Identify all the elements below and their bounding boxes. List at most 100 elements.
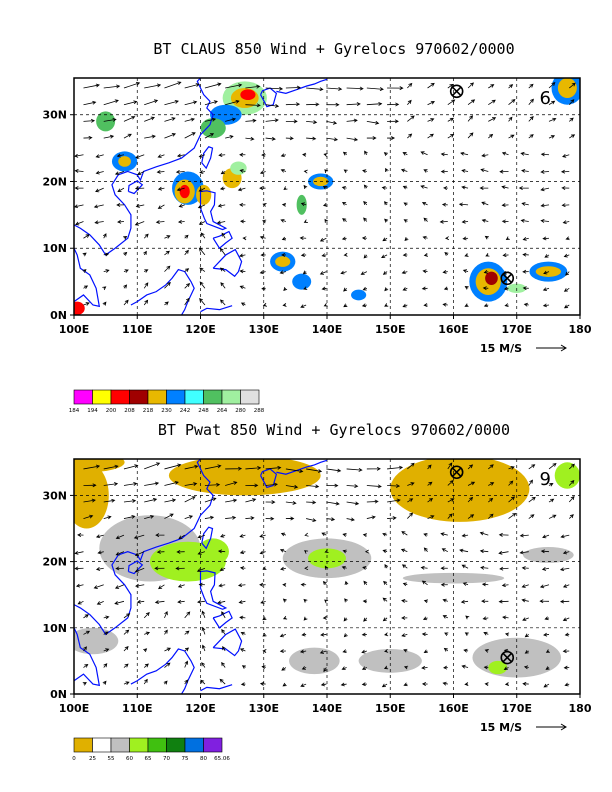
lat-tick-label: 10N [42, 242, 67, 255]
coastline [201, 146, 214, 170]
wind-arrow [528, 116, 534, 122]
wind-arrow [83, 464, 101, 470]
shaded-region [485, 271, 498, 285]
shaded-region [289, 647, 340, 675]
wind-arrow [156, 169, 165, 174]
wind-arrow [225, 83, 243, 89]
wind-arrow [540, 549, 550, 554]
wind-arrow [204, 497, 217, 503]
lon-tick-label: 140E [312, 323, 342, 336]
wind-arrow [82, 682, 87, 686]
wind-arrow [117, 187, 125, 192]
lon-tick-label: 130E [249, 323, 279, 336]
wind-arrow [219, 267, 226, 272]
wind-arrow [441, 548, 448, 553]
wind-arrow [300, 683, 307, 687]
wind-arrow [184, 660, 189, 668]
coastline [127, 560, 144, 575]
wind-arrow [321, 253, 327, 258]
wind-arrow [117, 219, 125, 224]
wind-arrow [444, 252, 449, 256]
wind-arrow [346, 484, 359, 489]
wind-arrow [204, 464, 222, 470]
wind-arrow [488, 117, 497, 122]
wind-arrow [239, 152, 246, 157]
wind-arrow [83, 514, 94, 519]
wind-arrow [103, 663, 108, 668]
wind-arrow [144, 134, 156, 139]
wind-arrow [155, 220, 165, 224]
wind-arrow [262, 566, 267, 571]
wind-arrow [463, 648, 469, 653]
colorbar-swatch [184, 389, 204, 405]
wind-arrow [136, 599, 145, 604]
wind-arrow [523, 665, 529, 670]
wind-arrow [198, 221, 206, 225]
wind-arrow [483, 631, 489, 636]
wind-arrow [143, 233, 149, 239]
wind-arrow [219, 186, 226, 191]
wind-arrow [221, 611, 226, 619]
wind-arrow [93, 204, 104, 209]
wind-arrow [381, 254, 388, 259]
wind-arrow [505, 236, 510, 241]
wind-arrow [239, 550, 246, 555]
wind-arrow [402, 253, 408, 257]
shaded-region [296, 194, 307, 215]
lon-tick-label: 180 [569, 323, 592, 336]
wind-arrow [460, 599, 469, 604]
wind-arrow [261, 286, 266, 291]
wind-arrow [143, 648, 148, 653]
wind-arrow [427, 118, 435, 122]
wind-arrow [519, 533, 529, 538]
wind-arrow [302, 152, 307, 157]
coastline [130, 648, 195, 694]
wind-arrow [340, 682, 347, 687]
wind-arrow [363, 254, 368, 259]
scale-label: 15 M/S [480, 721, 522, 734]
wind-arrow [464, 286, 469, 290]
wind-arrow [134, 551, 145, 557]
wind-arrow [484, 649, 489, 653]
wind-arrow [542, 303, 550, 308]
colorbar-label: 25 [89, 756, 96, 762]
wind-arrow [383, 152, 388, 156]
wind-arrow [83, 498, 96, 503]
wind-arrow [123, 645, 129, 652]
colorbar-swatch [240, 389, 260, 405]
colorbar-label: 264 [217, 408, 228, 414]
colorbar-swatch [166, 737, 186, 753]
wind-arrow [184, 268, 190, 272]
wind-arrow [383, 580, 388, 586]
wind-arrow [420, 151, 428, 156]
wind-arrow [440, 566, 448, 571]
wind-arrow [427, 82, 435, 89]
wind-arrow [184, 647, 190, 652]
wind-arrow [518, 186, 529, 190]
wind-arrow [239, 219, 246, 224]
wind-arrow [103, 515, 112, 520]
wind-arrow [346, 118, 358, 123]
wind-arrow [285, 119, 298, 124]
wind-arrow [444, 236, 450, 241]
wind-arrow [346, 501, 360, 506]
wind-arrow [447, 117, 454, 122]
wind-arrow [524, 649, 529, 654]
wind-arrow [300, 202, 307, 207]
wind-arrow [464, 682, 469, 687]
wind-arrow [199, 267, 206, 272]
wind-arrow [402, 303, 408, 308]
wind-arrow [306, 468, 323, 473]
lon-tick-label: 150E [375, 323, 405, 336]
wind-arrow [488, 99, 496, 106]
wind-arrow [521, 566, 529, 570]
wind-arrow [488, 513, 494, 519]
wind-arrow [143, 299, 149, 306]
colorbar-label: 0 [72, 756, 76, 762]
wind-arrow [262, 302, 267, 307]
wind-arrow [176, 153, 185, 158]
wind-arrow [83, 234, 90, 239]
wind-arrow [528, 83, 534, 89]
wind-arrow [74, 204, 84, 209]
wind-arrow [562, 617, 570, 622]
